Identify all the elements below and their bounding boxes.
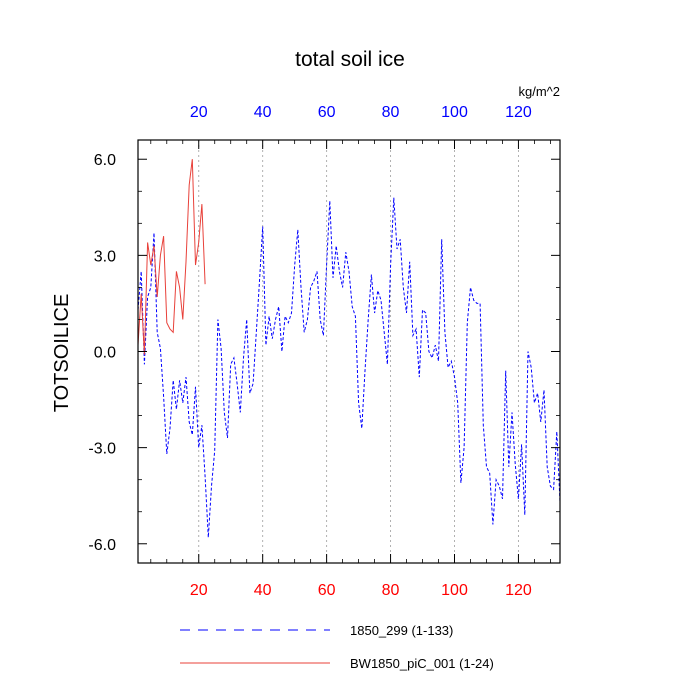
x-tick-label-bottom: 40 — [254, 582, 272, 599]
series-line-2 — [137, 159, 206, 355]
legend-label-2: BW1850_piC_001 (1-24) — [350, 656, 494, 671]
y-tick-label: 6.0 — [94, 152, 116, 169]
series-lines — [137, 159, 561, 538]
y-tick-label: 3.0 — [94, 248, 116, 265]
grid-lines — [198, 140, 519, 563]
x-tick-label-top: 40 — [254, 104, 272, 121]
legend: 1850_299 (1-133) BW1850_piC_001 (1-24) — [180, 623, 494, 671]
series-line-1 — [137, 197, 561, 538]
plot-frame — [137, 139, 561, 564]
x-tick-label-bottom: 20 — [190, 582, 208, 599]
axis-ticks: 20 20 40 40 60 60 80 80 100 100 120 120 6.0 3.0 0.0 -3.… — [88, 104, 560, 599]
x-tick-label-bottom: 100 — [441, 582, 468, 599]
y-tick-label: 0.0 — [94, 345, 116, 362]
x-tick-label-top: 100 — [441, 104, 468, 121]
x-tick-label-top: 60 — [318, 104, 336, 121]
units-label: kg/m^2 — [518, 84, 560, 99]
legend-label-1: 1850_299 (1-133) — [350, 623, 453, 638]
x-tick-label-bottom: 60 — [318, 582, 336, 599]
y-tick-label: -3.0 — [88, 441, 116, 458]
x-tick-label-top: 80 — [382, 104, 400, 121]
x-tick-label-bottom: 120 — [505, 582, 532, 599]
x-tick-label-bottom: 80 — [382, 582, 400, 599]
x-tick-label-top: 120 — [505, 104, 532, 121]
y-tick-label: -6.0 — [88, 537, 116, 554]
x-tick-label-top: 20 — [190, 104, 208, 121]
y-axis-label: TOTSOILICE — [51, 294, 73, 413]
chart-title: total soil ice — [295, 48, 405, 71]
